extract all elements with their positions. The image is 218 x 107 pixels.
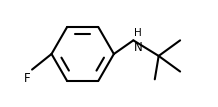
- Text: N: N: [134, 41, 143, 54]
- Text: F: F: [24, 73, 30, 85]
- Text: H: H: [134, 28, 142, 38]
